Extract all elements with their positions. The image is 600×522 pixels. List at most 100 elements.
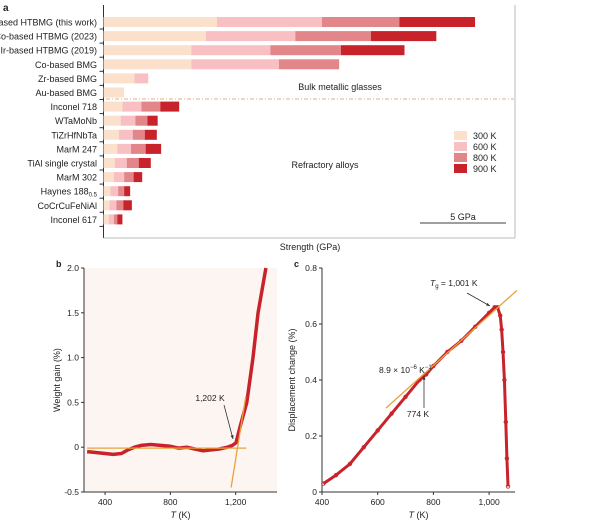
bar-900k bbox=[123, 200, 132, 211]
bar-600k bbox=[109, 200, 117, 211]
bar-300k bbox=[103, 87, 125, 98]
bar-300k bbox=[103, 101, 123, 112]
data-point bbox=[361, 445, 366, 450]
x-tick-label: 1,200 bbox=[225, 497, 247, 507]
bar-600k bbox=[205, 31, 296, 42]
data-point bbox=[498, 313, 503, 318]
legend-label: 800 K bbox=[473, 153, 497, 163]
data-curve bbox=[322, 305, 510, 487]
bar-900k bbox=[399, 17, 476, 27]
legend-label: 600 K bbox=[473, 142, 497, 152]
x-axis-label: T (K) bbox=[171, 510, 191, 520]
bar-800k bbox=[141, 101, 161, 112]
data-point bbox=[499, 327, 504, 332]
x-tick-label: 400 bbox=[315, 497, 329, 507]
bar-900k bbox=[133, 172, 143, 183]
chart-a: Re-based HTBMG (this work) OsCo-based HTB… bbox=[0, 5, 516, 252]
bar-600k bbox=[134, 73, 149, 84]
data-point bbox=[333, 473, 339, 478]
y-axis-label: Displacement change (%) bbox=[287, 328, 297, 431]
y-tick-label: 2.0 bbox=[67, 263, 79, 273]
category-label: OsCo-based HTBMG (2023) bbox=[0, 32, 97, 42]
bar-600k bbox=[191, 59, 279, 70]
bar-600k bbox=[110, 186, 119, 197]
bar-800k bbox=[295, 31, 371, 42]
bar-300k bbox=[103, 158, 115, 168]
bar-600k bbox=[120, 115, 136, 126]
data-point bbox=[389, 411, 394, 416]
bar-300k bbox=[103, 129, 119, 140]
x-tick-label: 600 bbox=[371, 497, 385, 507]
category-label: Inconel 718 bbox=[50, 102, 97, 112]
bar-800k bbox=[132, 129, 145, 140]
annotation-arrow bbox=[466, 292, 491, 307]
y-tick-label: 0.8 bbox=[305, 263, 317, 273]
chart-c: 0 0.2 0.4 0.6 0.8 400 600 800 1,000 T (K) Displace… bbox=[287, 263, 518, 520]
bar-300k bbox=[103, 214, 109, 225]
category-label: Ir-based HTBMG (2019) bbox=[0, 46, 97, 56]
bar-600k bbox=[114, 158, 127, 168]
fit-line bbox=[230, 396, 247, 488]
panel-label-c: c bbox=[294, 259, 299, 269]
group-label-bmg: Bulk metallic glasses bbox=[298, 82, 382, 92]
y-tick-label: 1.0 bbox=[67, 353, 79, 363]
data-point bbox=[504, 456, 510, 461]
category-label: MarM 247 bbox=[56, 144, 97, 154]
data-point bbox=[321, 481, 326, 486]
legend-swatch bbox=[454, 131, 467, 140]
category-label: Au-based BMG bbox=[35, 88, 97, 98]
data-point bbox=[500, 349, 506, 355]
x-tick-label: 1,000 bbox=[478, 497, 500, 507]
data-point bbox=[375, 428, 380, 433]
bar-300k bbox=[103, 45, 192, 56]
bar-800k bbox=[124, 172, 134, 183]
y-tick-label: 1.5 bbox=[67, 308, 79, 318]
category-label: Co-based BMG bbox=[35, 60, 97, 70]
bar-600k bbox=[217, 17, 322, 27]
annotation-tg: Tg = 1,001 K bbox=[430, 278, 478, 290]
bar-800k bbox=[270, 45, 341, 56]
bar-800k bbox=[278, 59, 340, 70]
fit-line bbox=[385, 289, 518, 409]
panel-label-b: b bbox=[56, 259, 62, 269]
bar-300k bbox=[103, 31, 206, 42]
data-point bbox=[503, 419, 509, 425]
legend-label: 300 K bbox=[473, 131, 497, 141]
group-label-refractory: Refractory alloys bbox=[291, 160, 359, 170]
bar-600k bbox=[108, 214, 114, 225]
bar-600k bbox=[118, 129, 133, 140]
annotation-label: 1,202 K bbox=[195, 393, 225, 403]
category-label: Zr-based BMG bbox=[38, 74, 97, 84]
data-point bbox=[431, 363, 436, 369]
bar-900k bbox=[147, 115, 158, 126]
bar-300k bbox=[103, 186, 111, 197]
y-tick-label: 0.4 bbox=[305, 375, 317, 385]
chart-b: -0.5 0 0.5 1.0 1.5 2.0 400 800 1,200 T (K) Weight … bbox=[52, 263, 277, 520]
bar-800k bbox=[113, 214, 118, 225]
annotation-slope: 8.9 × 10−6 K−1 bbox=[379, 365, 432, 375]
data-point bbox=[403, 394, 408, 399]
bar-300k bbox=[103, 17, 218, 27]
bar-800k bbox=[135, 115, 148, 126]
bar-900k bbox=[124, 186, 131, 197]
category-label: CoCrCuFeNiAl bbox=[37, 201, 97, 211]
y-tick-label: -0.5 bbox=[64, 487, 79, 497]
bar-800k bbox=[321, 17, 400, 27]
bar-800k bbox=[131, 143, 146, 154]
bar-300k bbox=[103, 143, 118, 154]
data-point bbox=[459, 338, 464, 343]
bar-600k bbox=[122, 101, 142, 112]
bar-900k bbox=[138, 158, 151, 168]
bar-900k bbox=[144, 129, 157, 140]
x-axis-label: Strength (GPa) bbox=[280, 242, 341, 252]
bar-800k bbox=[116, 200, 124, 211]
legend-swatch bbox=[454, 164, 467, 173]
annotation-774: 774 K bbox=[407, 409, 430, 419]
x-tick-label: 800 bbox=[426, 497, 440, 507]
y-tick-label: 0.6 bbox=[305, 319, 317, 329]
y-tick-label: 0.2 bbox=[305, 431, 317, 441]
plot-background bbox=[84, 268, 277, 492]
legend-swatch bbox=[454, 142, 467, 151]
arrow-head bbox=[230, 435, 234, 439]
